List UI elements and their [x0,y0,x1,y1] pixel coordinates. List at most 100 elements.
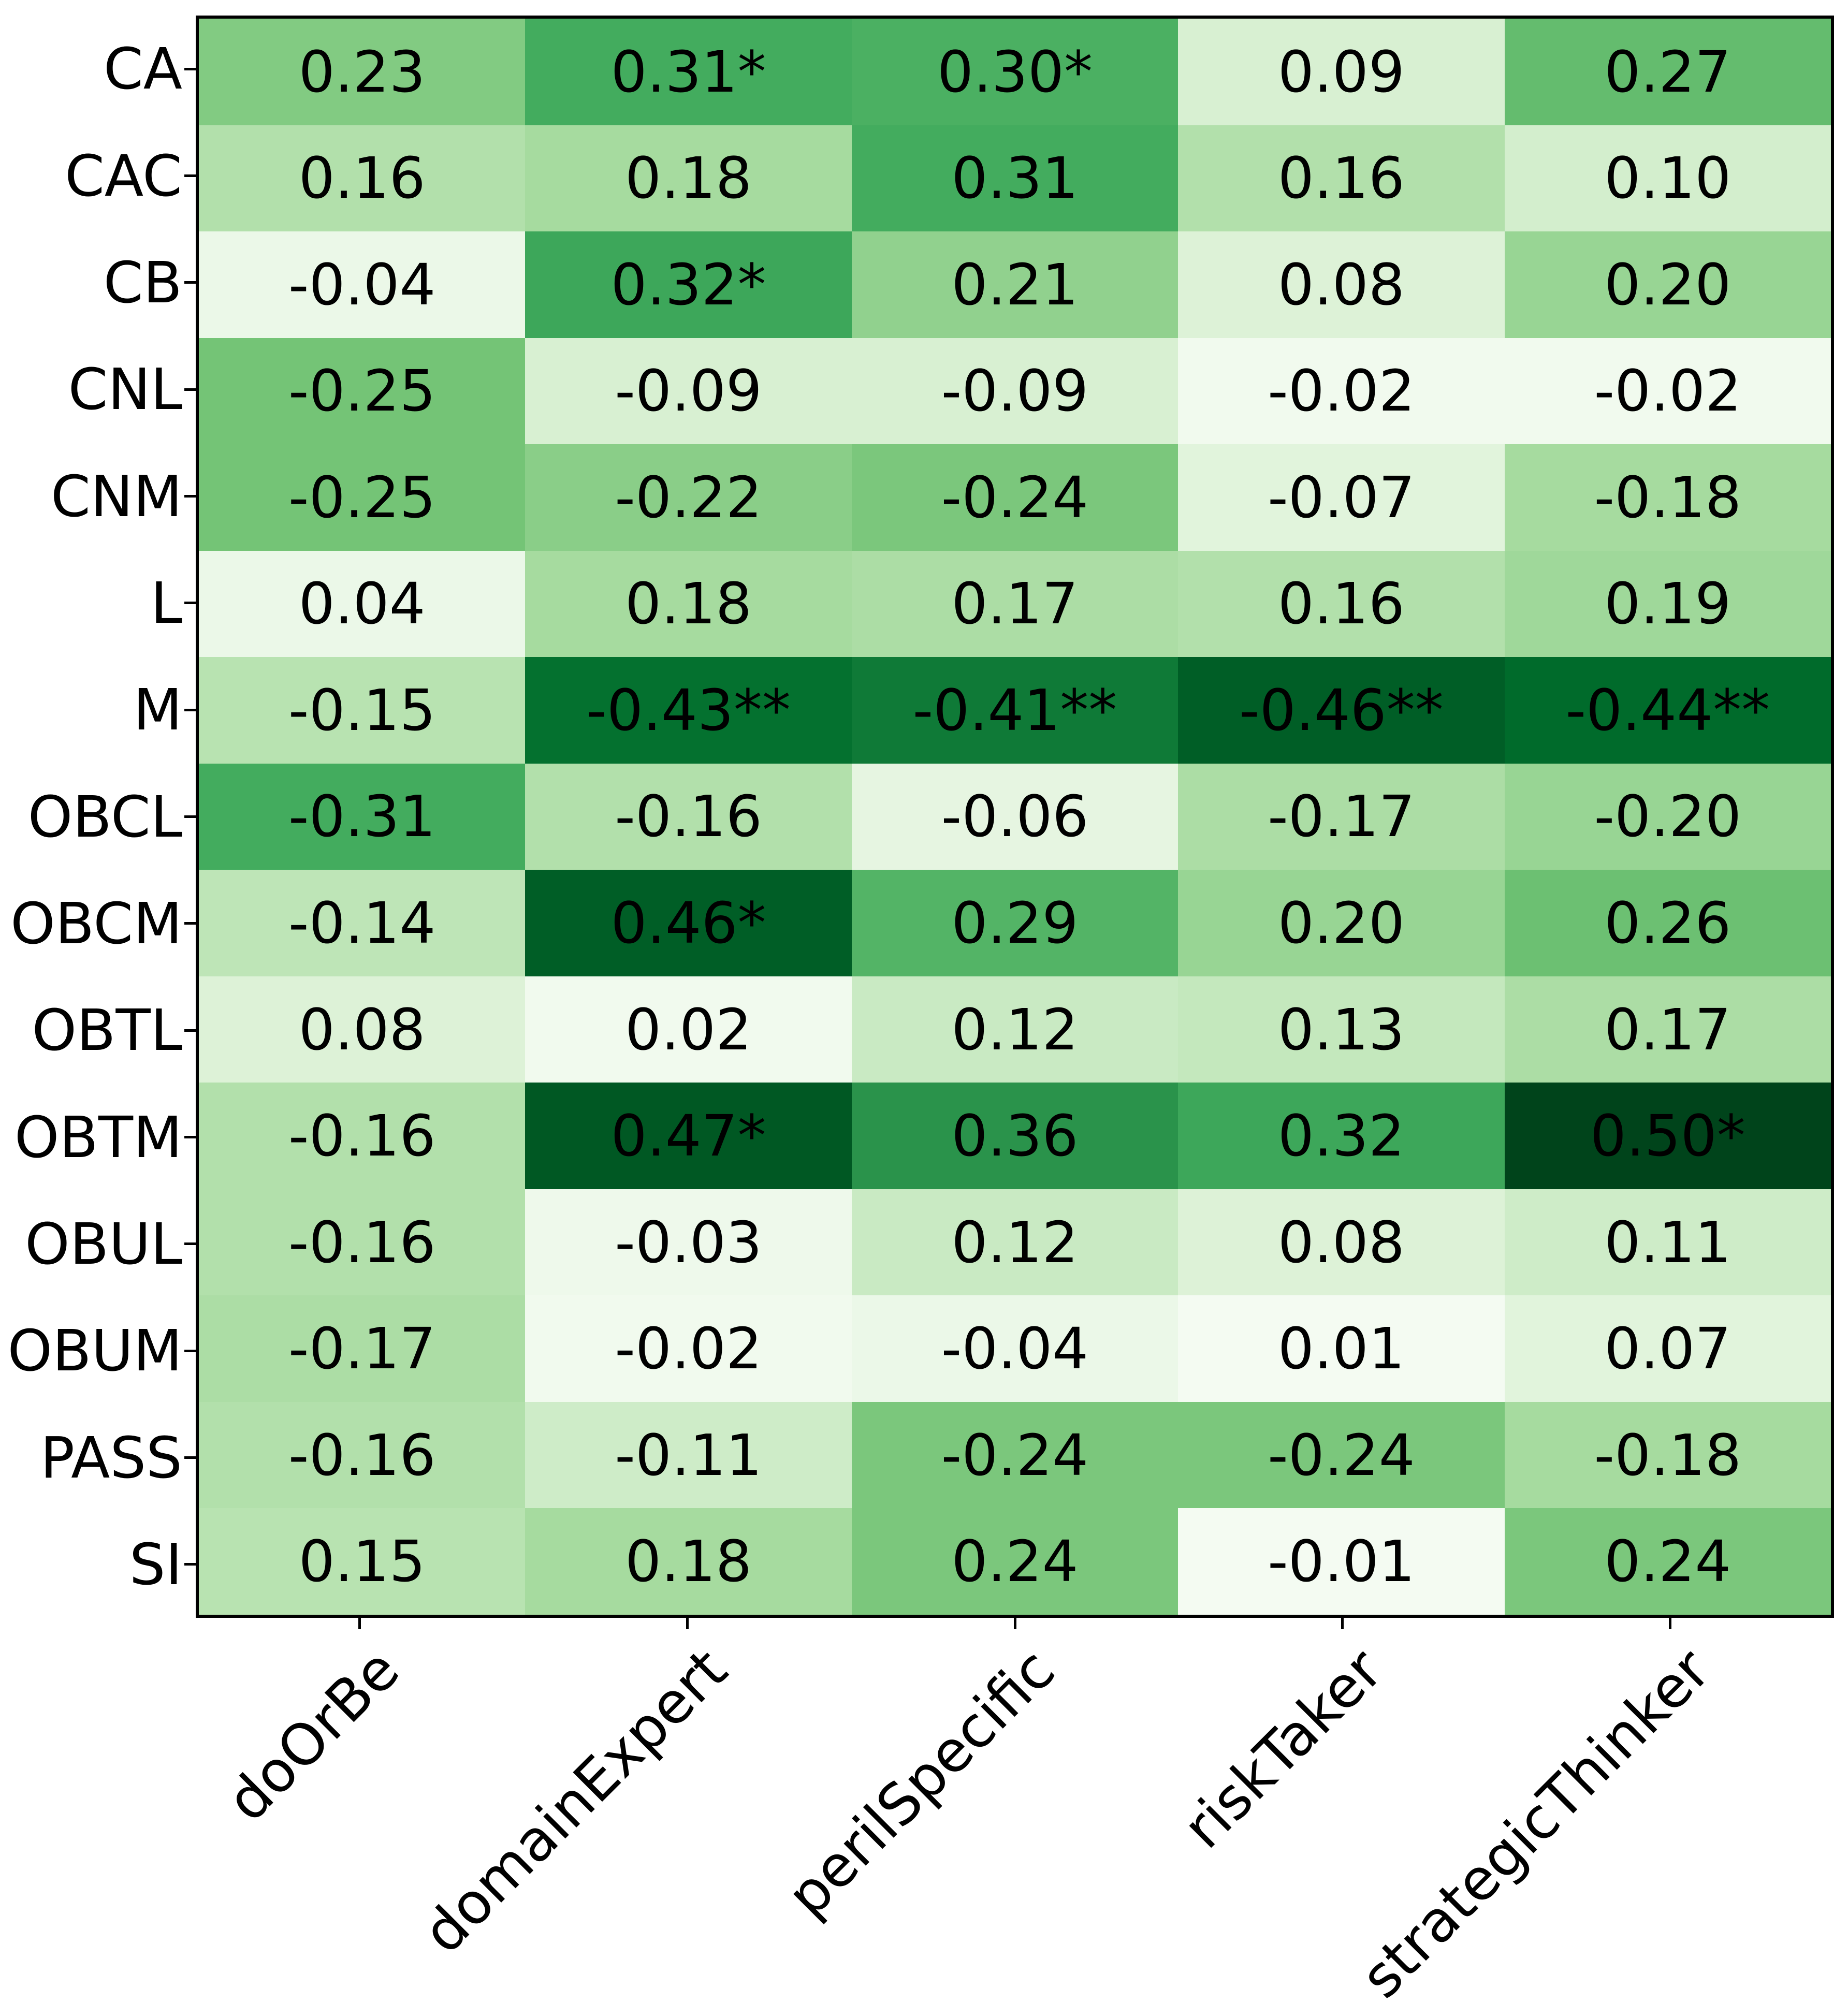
heatmap-cell: 0.24 [851,1508,1178,1615]
heatmap-cell: 0.36 [851,1083,1178,1189]
heatmap-cell-grid: 0.23 0.31* 0.30* 0.09 0.27 0.16 0.18 0.31 0.16 0.… [199,19,1831,1615]
y-tick-label: CA [103,36,182,103]
heatmap-cell: -0.16 [199,1401,526,1509]
x-tick-mark [1013,1618,1016,1629]
y-tick-mark [184,1563,196,1566]
heatmap-cell: -0.09 [851,338,1178,445]
heatmap-cell: -0.46** [1178,657,1505,764]
heatmap-cell: -0.24 [851,444,1178,551]
heatmap-cell: 0.09 [1178,19,1505,125]
heatmap-cell: -0.14 [199,870,526,976]
heatmap-cell: -0.24 [1178,1401,1505,1509]
heatmap-cell: 0.20 [1178,870,1505,976]
y-tick-mark [184,602,196,605]
heatmap-cell: 0.16 [1178,550,1505,657]
y-tick-mark [184,388,196,391]
y-tick-mark [184,922,196,925]
y-tick-label: OBCL [27,783,182,850]
heatmap-cell: -0.25 [199,444,526,551]
heatmap-cell: 0.16 [199,125,526,232]
heatmap-cell: -0.44** [1504,657,1831,764]
heatmap-cell: -0.16 [199,1189,526,1296]
heatmap-cell: 0.17 [1504,976,1831,1083]
x-tick-mark [686,1618,689,1629]
heatmap-cell: -0.43** [525,657,852,764]
x-tick-label: strategicThinker [1348,1636,1723,2003]
heatmap-cell: -0.20 [1504,763,1831,870]
y-tick-label: OBUM [7,1318,182,1384]
x-tick-label: riskTaker [1170,1636,1395,1861]
x-tick-label: domainExpert [410,1636,740,1966]
heatmap-cell: -0.11 [525,1401,852,1509]
x-tick-mark [1341,1618,1344,1629]
heatmap-cell: -0.02 [525,1295,852,1402]
x-tick-label: doOrBe [214,1636,412,1834]
heatmap-cell: 0.08 [199,976,526,1083]
heatmap-cell: 0.01 [1178,1295,1505,1402]
heatmap-cell: -0.17 [199,1295,526,1402]
heatmap-cell: -0.22 [525,444,852,551]
heatmap-cell: -0.25 [199,338,526,445]
heatmap-cell: 0.18 [525,1508,852,1615]
heatmap-cell: -0.04 [199,231,526,338]
heatmap-cell: 0.47* [525,1083,852,1189]
heatmap-cell: 0.29 [851,870,1178,976]
heatmap-cell: -0.18 [1504,444,1831,551]
y-tick-label: CNM [51,463,182,530]
heatmap-cell: 0.17 [851,550,1178,657]
heatmap-cell: 0.10 [1504,125,1831,232]
heatmap-cell: 0.23 [199,19,526,125]
heatmap-cell: -0.24 [851,1401,1178,1509]
heatmap-cell: 0.12 [851,1189,1178,1296]
y-tick-label: SI [129,1531,182,1598]
y-tick-mark [184,815,196,818]
heatmap-cell: -0.06 [851,763,1178,870]
heatmap-cell: 0.13 [1178,976,1505,1083]
heatmap-cell: -0.09 [525,338,852,445]
heatmap-cell: -0.16 [199,1083,526,1189]
heatmap-cell: 0.12 [851,976,1178,1083]
heatmap-cell: 0.24 [1504,1508,1831,1615]
y-tick-label: CB [103,249,182,316]
heatmap-cell: 0.18 [525,125,852,232]
heatmap-cell: 0.15 [199,1508,526,1615]
heatmap-cell: -0.02 [1178,338,1505,445]
y-tick-label: OBCM [10,890,182,957]
y-tick-label: OBUL [25,1210,182,1277]
heatmap-plot-area: 0.23 0.31* 0.30* 0.09 0.27 0.16 0.18 0.31 0.16 0.… [196,16,1834,1618]
heatmap-cell: 0.08 [1178,231,1505,338]
y-tick-mark [184,281,196,284]
heatmap-cell: 0.19 [1504,550,1831,657]
heatmap-cell: -0.04 [851,1295,1178,1402]
y-tick-mark [184,495,196,498]
x-tick-mark [1669,1618,1672,1629]
y-tick-label: OBTL [32,997,182,1064]
heatmap-cell: 0.32* [525,231,852,338]
y-tick-label: CNL [68,356,182,423]
heatmap-cell: 0.27 [1504,19,1831,125]
heatmap-cell: 0.21 [851,231,1178,338]
y-tick-mark [184,1136,196,1138]
heatmap-cell: 0.46* [525,870,852,976]
y-tick-label: OBTM [14,1104,182,1171]
heatmap-cell: -0.31 [199,763,526,870]
heatmap-cell: -0.07 [1178,444,1505,551]
y-tick-mark [184,1456,196,1459]
heatmap-cell: 0.26 [1504,870,1831,976]
y-tick-mark [184,67,196,70]
y-tick-label: M [133,677,182,743]
heatmap-cell: 0.11 [1504,1189,1831,1296]
y-tick-mark [184,174,196,177]
heatmap-cell: 0.18 [525,550,852,657]
heatmap-cell: -0.01 [1178,1508,1505,1615]
y-tick-label: L [150,569,182,636]
heatmap-cell: 0.16 [1178,125,1505,232]
heatmap-cell: 0.31* [525,19,852,125]
heatmap-cell: 0.30* [851,19,1178,125]
y-tick-mark [184,1029,196,1032]
heatmap-cell: -0.03 [525,1189,852,1296]
heatmap-cell: 0.04 [199,550,526,657]
y-tick-mark [184,1242,196,1246]
y-tick-mark [184,1349,196,1352]
